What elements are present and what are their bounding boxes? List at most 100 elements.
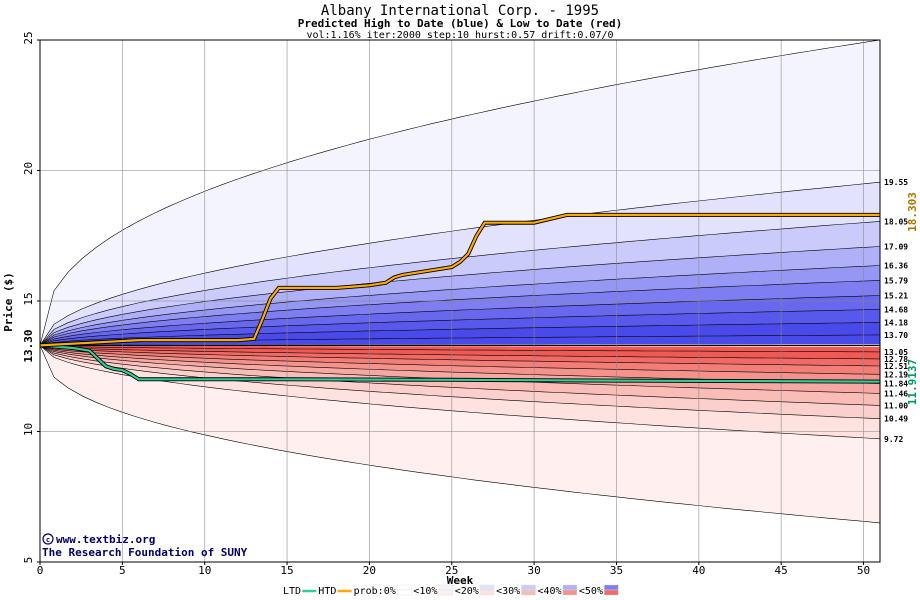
x-axis-ticks: 0 5 10 15 20 25 30 35 40 45 50: [37, 562, 870, 577]
legend-red-swatch: [562, 589, 578, 596]
legend-item-label: <20%: [455, 586, 479, 597]
blue-band: [40, 40, 880, 346]
legend-item-label: prob:0%: [354, 586, 396, 597]
legend-blue-swatch: [479, 584, 495, 591]
right-value-label: 15.79: [884, 276, 908, 285]
legend-red-swatch: [479, 589, 495, 596]
x-tick-label: 30: [527, 564, 540, 577]
legend-blue-swatch: [562, 584, 578, 591]
right-value-label: 12.78: [884, 355, 908, 364]
band-boundary-line: [39, 345, 881, 419]
red-band: [40, 345, 880, 406]
band-boundary-line: [39, 295, 881, 346]
htd-series-line: [39, 213, 880, 347]
legend-red-swatch: [521, 589, 536, 596]
right-value-label: 15.21: [884, 292, 908, 301]
band-boundary-line: [39, 309, 881, 346]
right-value-label: 14.18: [884, 318, 908, 327]
right-value-label: 11.00: [884, 401, 908, 410]
start-price-label: 13.30: [22, 329, 35, 362]
right-value-label: 9.72: [884, 435, 903, 444]
blue-band: [40, 246, 880, 346]
blue-band: [40, 182, 880, 346]
red-band: [40, 345, 880, 384]
x-tick-label: 15: [280, 564, 293, 577]
watermark-org: The Research Foundation of SUNY: [42, 546, 248, 559]
band-boundary-line: [39, 322, 881, 346]
band-boundary-line: [39, 345, 881, 360]
legend-item-label: HTD: [318, 586, 336, 597]
red-band: [40, 345, 880, 419]
band-boundary-line: [39, 181, 881, 346]
copyright-glyph: c: [46, 536, 50, 544]
legend-blue-swatch: [604, 584, 619, 591]
y-tick-label: 10: [22, 423, 35, 436]
right-value-label: 12.51: [884, 362, 908, 371]
red-band: [40, 345, 880, 523]
x-tick-label: 10: [198, 564, 211, 577]
watermark-url: www.textbiz.org: [56, 533, 155, 546]
right-value-label: 17.09: [884, 242, 908, 251]
y-axis-ticks: 5 10 15 20 25: [22, 31, 40, 563]
legend-blue-swatch: [397, 584, 412, 591]
legend-blue-swatch: [521, 584, 536, 591]
blue-band: [40, 295, 880, 346]
x-tick-label: 25: [445, 564, 458, 577]
right-value-label: 13.70: [884, 331, 908, 340]
right-value-label: 19.55: [884, 178, 908, 187]
x-tick-label: 35: [610, 564, 623, 577]
red-band: [40, 345, 880, 352]
band-boundary-line: [39, 345, 881, 353]
band-boundary-line: [39, 345, 881, 367]
blue-band: [40, 265, 880, 346]
red-band: [40, 345, 880, 439]
right-value-label: 11.84: [884, 379, 908, 388]
legend-blue-swatch: [438, 584, 453, 591]
red-band: [40, 345, 880, 375]
right-value-label: 16.36: [884, 262, 908, 271]
x-axis-label: Week: [447, 574, 474, 587]
legend-item-label: <50%: [579, 586, 603, 597]
right-value-label: 10.49: [884, 415, 908, 424]
x-tick-label: 40: [692, 564, 705, 577]
right-value-label: 11.46: [884, 389, 908, 398]
band-boundary-line: [39, 345, 881, 406]
legend-item-label: LTD: [283, 586, 301, 597]
right-value-label: 13.05: [884, 348, 908, 357]
x-tick-label: 45: [775, 564, 788, 577]
right-value-labels: 19.55 18.05 17.09 16.36 15.79 15.21 14.68 14.18…: [884, 178, 908, 444]
x-tick-label: 5: [119, 564, 126, 577]
legend-red-swatch: [438, 589, 453, 596]
band-boundary-line: [39, 221, 881, 346]
x-tick-label: 20: [363, 564, 376, 577]
right-value-label: 12.19: [884, 370, 908, 379]
band-boundary-line: [39, 345, 881, 375]
y-tick-label: 15: [22, 292, 35, 305]
legend-item-label: <10%: [413, 586, 437, 597]
legend: LTD HTD prob:0% <10% <20% <30% <40% <50%: [283, 584, 619, 597]
legend-item-label: <40%: [538, 586, 562, 597]
ltd-series-line: [39, 344, 881, 383]
red-band: [40, 345, 880, 366]
watermark: c www.textbiz.org The Research Foundatio…: [42, 533, 248, 559]
x-tick-label: 0: [37, 564, 44, 577]
band-boundary-line: [39, 246, 881, 346]
legend-red-swatch: [604, 589, 619, 596]
x-tick-label: 50: [857, 564, 870, 577]
blue-band: [40, 334, 880, 346]
y-tick-label: 25: [22, 31, 35, 44]
y-axis-label: Price ($): [2, 272, 15, 332]
blue-band: [40, 221, 880, 346]
blue-band: [40, 280, 880, 346]
band-boundary-line: [39, 39, 881, 346]
blue-band: [40, 309, 880, 346]
band-boundary-line: [39, 265, 881, 346]
y-tick-label: 20: [22, 162, 35, 175]
chart-subtitle: Predicted High to Date (blue) & Low to D…: [298, 17, 623, 30]
legend-red-swatch: [397, 589, 412, 596]
y-tick-label: 5: [22, 557, 35, 564]
htd-final-value: 18.303: [906, 192, 919, 232]
legend-item-label: <30%: [496, 586, 520, 597]
copyright-icon: [42, 533, 54, 545]
